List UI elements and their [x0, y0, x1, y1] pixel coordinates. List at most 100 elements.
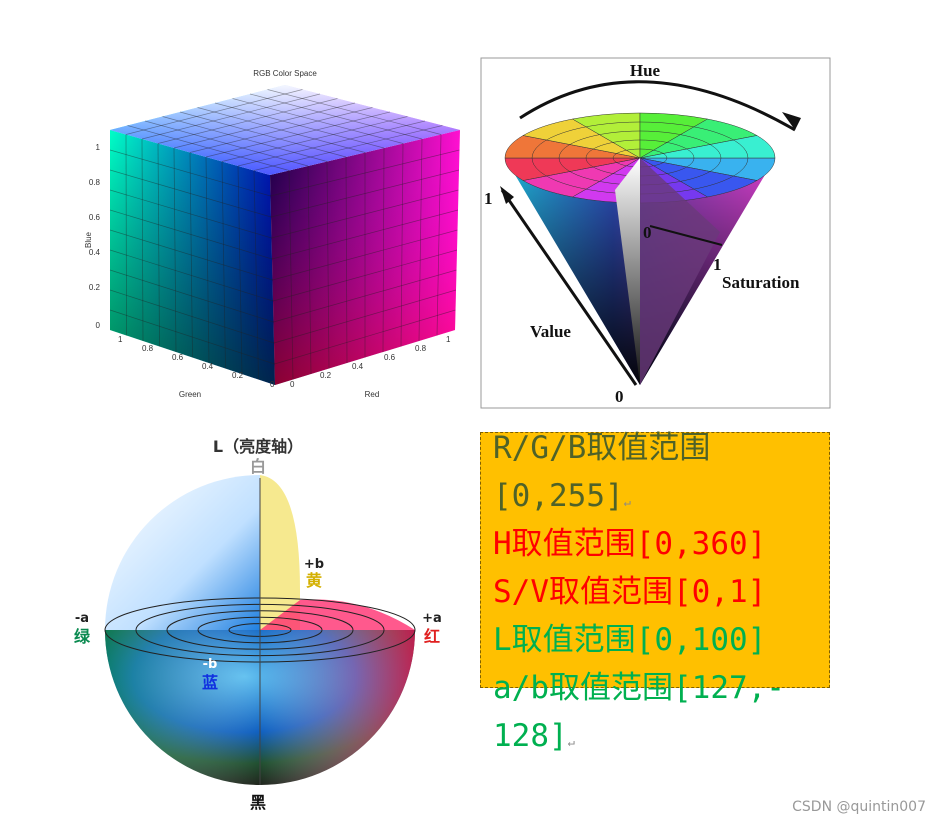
grid-line	[270, 149, 460, 197]
arrowhead	[782, 112, 801, 130]
paragraph-mark: ↵	[623, 495, 631, 509]
grid-line	[214, 102, 385, 149]
label: 白	[250, 457, 266, 476]
text: [0,255]	[493, 478, 624, 514]
grid-line	[157, 143, 160, 347]
axis-label: Green	[179, 390, 201, 399]
grid-line	[237, 120, 426, 167]
grid-line	[109, 229, 273, 281]
grid-line	[271, 189, 459, 239]
hue-sector	[639, 135, 776, 159]
label: 1	[484, 189, 493, 208]
grid-line	[141, 138, 144, 342]
grid-line	[127, 125, 290, 171]
tick-label: 0.4	[352, 362, 364, 371]
lab-sphere: L（亮度轴） 白 +b 黄 -a 绿 +a 红 -b 蓝 黑	[74, 437, 442, 812]
grid-line	[179, 111, 347, 158]
text: S/V取值范围[0,1]	[493, 574, 767, 610]
grid-line	[326, 161, 330, 369]
grid-line	[345, 156, 348, 364]
note-line: R/G/B取值范围	[493, 428, 710, 468]
label: 1	[713, 255, 722, 274]
text: L取值范围[0,100]	[493, 622, 767, 658]
label: Saturation	[722, 273, 800, 292]
rgb-cube: RGB Color Space 1 0.8 0.6 0.4 0.2 0 1 0.…	[84, 69, 460, 399]
label: +b	[304, 557, 324, 572]
cube-grid	[109, 89, 460, 380]
tick-label: 0.8	[89, 178, 101, 187]
tick-label: 1	[446, 335, 451, 344]
grid-line	[307, 165, 312, 375]
grid-line	[382, 147, 385, 353]
tick-label: 0.8	[415, 344, 427, 353]
label: 0	[643, 223, 652, 242]
grid-line	[109, 289, 275, 344]
cone-cut	[640, 158, 720, 385]
label: L（亮度轴）	[213, 437, 303, 456]
tick-label: 0.2	[89, 283, 101, 292]
grid-line	[253, 170, 259, 380]
saturation-arrow	[649, 225, 723, 246]
grid-line	[221, 116, 408, 162]
upper-quarter	[105, 475, 260, 630]
grid-line	[221, 161, 226, 369]
axis-label: Red	[365, 390, 380, 399]
grid-line	[267, 89, 442, 135]
label: -a	[75, 611, 89, 626]
grid-line	[253, 125, 443, 171]
grid-line	[173, 147, 177, 353]
grid-line	[237, 165, 243, 375]
value-arrow	[500, 189, 638, 386]
grid-line	[418, 138, 423, 342]
label: +a	[422, 611, 442, 626]
tick-label: 0	[290, 380, 295, 389]
tick-label: 0.6	[89, 213, 101, 222]
tick-label: 0	[96, 321, 101, 330]
grid-line	[144, 120, 309, 167]
note-line: [0,255]↵	[493, 476, 631, 522]
label: 黄	[306, 571, 322, 590]
text: a/b取值范围[127,-	[493, 670, 785, 706]
tick-label: 0.8	[142, 344, 154, 353]
cone-cut	[615, 158, 640, 385]
yellow-slice	[260, 475, 300, 630]
red-slice	[260, 599, 415, 630]
grid-line	[125, 134, 127, 336]
tick-label: 0.4	[202, 362, 214, 371]
grid-line	[125, 89, 303, 135]
grid-line	[189, 107, 373, 153]
label: 黑	[250, 793, 266, 812]
grid-line	[109, 269, 274, 323]
grid-line	[109, 189, 272, 239]
label: 红	[424, 627, 440, 646]
axis-label: Blue	[84, 231, 93, 248]
text: 128]	[493, 718, 568, 754]
label: Value	[530, 322, 571, 341]
grid-line	[273, 289, 457, 344]
grid-line	[273, 269, 457, 323]
tick-label: 0.2	[232, 371, 244, 380]
grid-line	[109, 209, 273, 260]
paragraph-mark: ↵	[567, 735, 575, 749]
tick-label: 1	[118, 335, 123, 344]
note-line: 128]↵	[493, 716, 575, 762]
note-line: L取值范围[0,100]	[493, 620, 766, 660]
watermark: CSDN @quintin007	[792, 799, 926, 815]
note-line: H取值范围[0,360]	[493, 524, 766, 564]
text: R/G/B取值范围	[493, 430, 711, 466]
grid-line	[141, 93, 321, 140]
label: Hue	[630, 61, 661, 80]
arrowhead	[500, 186, 514, 204]
grid-line	[232, 98, 404, 144]
hue-wheel	[504, 112, 776, 204]
grid-line	[109, 169, 272, 218]
grid-line	[205, 111, 391, 158]
grid-line	[272, 229, 458, 281]
cube-shade	[110, 130, 275, 385]
grid-line	[109, 149, 271, 197]
cube-shade	[270, 130, 460, 385]
note-box	[480, 432, 830, 688]
grid-line	[173, 102, 356, 149]
